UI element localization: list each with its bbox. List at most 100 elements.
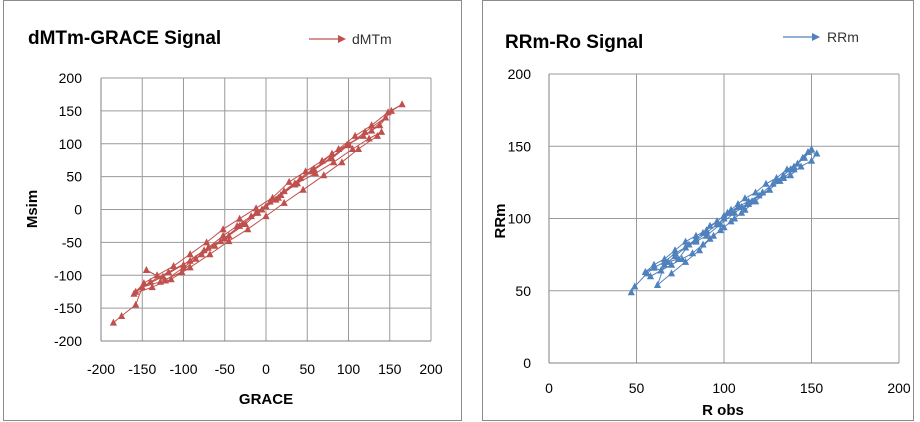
legend-label: RRm — [827, 29, 859, 45]
y-tick-label: 150 — [508, 138, 532, 154]
x-tick-label: 100 — [337, 361, 361, 377]
tick-labels: -200 -150 -100 -50 0 50 100 150 200 -200 -150 -100 -… — [54, 70, 443, 377]
data-point — [179, 263, 188, 271]
y-tick-label: 100 — [508, 211, 532, 227]
data-point — [280, 187, 288, 195]
data-point — [299, 185, 307, 193]
data-point — [354, 145, 362, 152]
data-point — [706, 221, 714, 229]
data-point — [146, 277, 155, 285]
data-point — [359, 131, 367, 139]
x-tick-label: 50 — [299, 361, 315, 377]
data-point — [142, 266, 150, 273]
data-point — [170, 262, 178, 269]
series-rrm — [627, 145, 821, 296]
y-axis-title: Msim — [24, 190, 41, 228]
data-point — [291, 179, 299, 187]
data-point — [813, 149, 821, 157]
y-tick-label: -150 — [54, 300, 82, 316]
data-point — [758, 188, 767, 196]
data-point — [688, 249, 697, 257]
data-point — [737, 202, 746, 210]
data-point — [641, 268, 649, 275]
data-point — [109, 318, 117, 326]
x-axis-title: GRACE — [239, 391, 293, 408]
data-point — [793, 159, 802, 167]
data-point — [186, 263, 194, 271]
x-tick-label: 150 — [800, 380, 824, 396]
data-point — [285, 177, 293, 185]
data-point — [241, 220, 249, 227]
data-point — [219, 225, 227, 233]
data-point — [786, 171, 795, 179]
y-tick-label: 0 — [523, 355, 531, 371]
data-point — [178, 268, 186, 275]
y-tick-label: 50 — [515, 283, 531, 299]
x-tick-label: -50 — [215, 361, 235, 377]
data-point — [807, 156, 816, 164]
data-point — [203, 238, 211, 246]
data-point — [671, 252, 679, 260]
data-point — [382, 113, 390, 121]
data-point — [727, 217, 735, 225]
data-point — [678, 255, 686, 262]
x-tick-label: 150 — [378, 361, 402, 377]
data-point — [741, 194, 749, 202]
chart-title: dMTm-GRACE Signal — [28, 28, 221, 49]
data-point — [716, 226, 725, 234]
data-point — [398, 100, 406, 108]
x-axis-title: R obs — [702, 402, 744, 419]
rrm-ro-chart: RRm-Ro Signal RRm R obs RRm 0 50 100 150 200… — [492, 29, 911, 419]
data-point — [744, 200, 753, 207]
data-point — [376, 121, 384, 129]
x-tick-label: 0 — [545, 380, 553, 396]
data-point — [790, 165, 798, 173]
data-point — [709, 231, 718, 239]
data-point — [779, 174, 788, 181]
data-point — [225, 237, 233, 245]
data-point — [349, 145, 357, 152]
y-tick-label: -200 — [54, 333, 82, 349]
data-point — [627, 288, 635, 296]
y-tick-label: 200 — [59, 70, 83, 86]
grid — [548, 73, 900, 364]
data-point — [244, 225, 252, 233]
data-point — [741, 205, 749, 213]
data-point — [699, 240, 707, 248]
data-point — [221, 234, 229, 242]
data-point — [165, 268, 173, 275]
data-point — [720, 223, 728, 231]
x-tick-label: -200 — [87, 361, 115, 377]
series-dmtm — [109, 100, 406, 326]
data-point — [297, 173, 305, 181]
data-point — [720, 214, 728, 222]
y-tick-label: -50 — [62, 234, 82, 250]
data-point — [262, 212, 270, 220]
data-point — [320, 171, 328, 179]
data-point — [650, 263, 658, 271]
tick-labels: 0 50 100 150 200 0 50 100 150 200 — [508, 66, 911, 396]
x-tick-label: -150 — [128, 361, 156, 377]
data-point — [280, 198, 288, 206]
x-tick-label: 200 — [419, 361, 443, 377]
data-point — [161, 276, 169, 284]
data-point — [804, 148, 812, 155]
data-point — [153, 271, 161, 279]
data-point — [130, 289, 138, 297]
data-point — [365, 134, 373, 142]
data-point — [692, 231, 700, 239]
data-point — [328, 154, 336, 162]
data-point — [198, 250, 206, 258]
data-point — [118, 312, 126, 319]
y-tick-label: 100 — [59, 136, 83, 152]
data-point — [338, 158, 346, 166]
data-point — [148, 283, 156, 291]
data-point — [799, 153, 807, 161]
chart-title: RRm-Ro Signal — [505, 32, 643, 53]
data-point — [225, 231, 233, 239]
data-point — [660, 260, 669, 268]
data-point — [751, 188, 760, 196]
chart-panel-left: dMTm-GRACE Signal dMTm GRACE Msim -200 -1… — [3, 0, 462, 421]
data-point — [730, 208, 739, 216]
grid — [100, 77, 432, 342]
